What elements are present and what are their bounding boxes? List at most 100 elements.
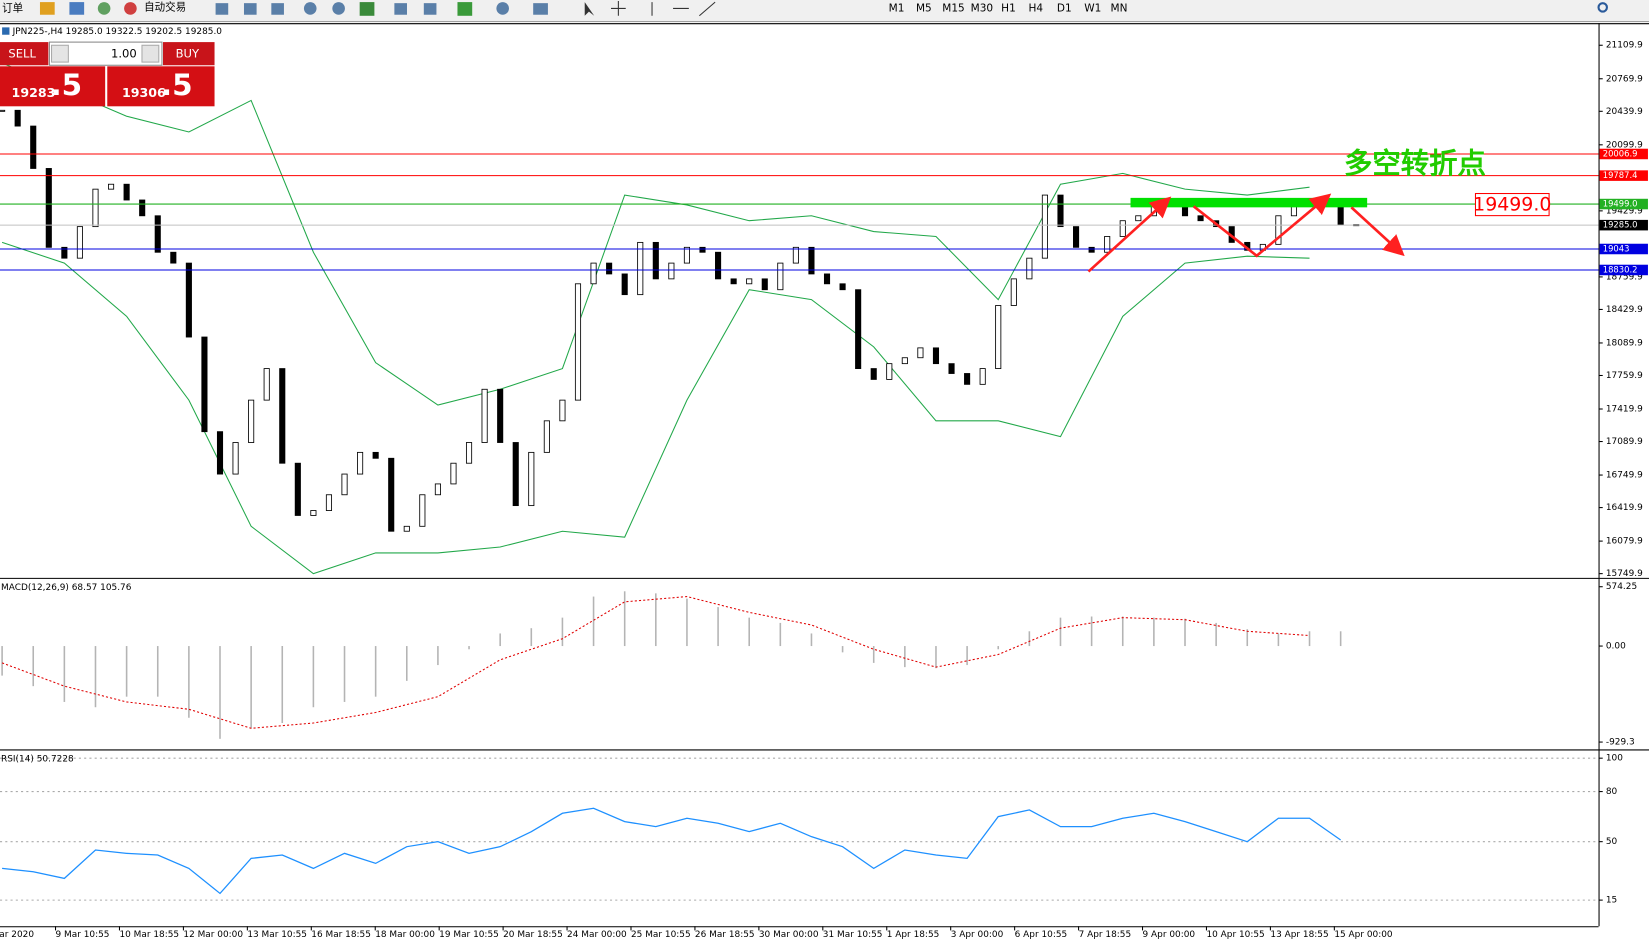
time-label: 1 Apr 18:55 [887, 930, 940, 940]
level-label-box [1599, 198, 1648, 210]
ask-box[interactable] [107, 66, 215, 107]
lot-value[interactable]: 1.00 [111, 47, 137, 61]
toolbar-icon[interactable] [533, 3, 548, 15]
timeframe-button[interactable]: M15 [942, 2, 964, 14]
toolbar-icon[interactable] [124, 2, 137, 15]
sell-label[interactable]: SELL [8, 47, 36, 61]
candle [1057, 194, 1064, 228]
buy-label[interactable]: BUY [176, 47, 200, 61]
indicator-title: RSI(14) 50.7228 [1, 754, 74, 764]
level-label-box [1599, 219, 1648, 231]
candle [761, 278, 768, 291]
candle [746, 278, 753, 285]
ask-price[interactable]: 19306 [122, 85, 166, 100]
time-label: 10 Mar 18:55 [119, 930, 179, 940]
toolbar-button[interactable]: 自动交易 [144, 0, 186, 13]
timeframe-button[interactable]: M30 [971, 2, 993, 14]
toolbar-button[interactable]: 订单 [2, 2, 23, 14]
candle [123, 183, 130, 201]
candle [61, 246, 68, 259]
toolbar-icons [215, 1, 1608, 17]
candle [325, 494, 333, 511]
time-label: 18 Mar 00:00 [375, 930, 435, 940]
lot-input[interactable] [48, 41, 163, 66]
toolbar-icon[interactable] [39, 2, 55, 15]
candle [170, 251, 177, 264]
candle [279, 368, 286, 464]
y-tick-label: 0.00 [1606, 642, 1626, 652]
bollinger-band [1, 62, 1310, 406]
candle [1119, 220, 1126, 237]
candle [465, 442, 473, 464]
candle [248, 399, 255, 443]
timeframe-button[interactable]: W1 [1084, 2, 1101, 14]
annotation-value: 19499.0 [1473, 194, 1551, 216]
toolbar-icon[interactable] [496, 2, 510, 15]
y-tick-label: 50 [1606, 837, 1618, 847]
timeframe-button[interactable]: M1 [889, 2, 905, 14]
toolbar-icon[interactable] [215, 3, 229, 15]
timeframe-button[interactable]: D1 [1057, 2, 1072, 14]
timeframe-button[interactable]: MN [1111, 2, 1128, 14]
y-tick-label: 16419.9 [1606, 503, 1643, 513]
bid-price[interactable]: 19283 [12, 85, 56, 100]
toolbar-icon[interactable] [243, 3, 257, 15]
toolbar-icon[interactable] [611, 1, 626, 16]
time-label: 16 Mar 18:55 [311, 930, 371, 940]
lot-down[interactable] [51, 44, 69, 63]
buy-button[interactable] [163, 42, 215, 66]
timeframe-button[interactable]: H4 [1029, 2, 1044, 14]
plot: 21109.9 20769.9 20439.9 20099.9 19429.9 18759… [0, 27, 1648, 940]
y-tick-label: -929.3 [1606, 738, 1635, 748]
toolbar-icon[interactable] [651, 1, 716, 17]
bid-fraction[interactable]: .5 [50, 68, 82, 102]
toolbar-icon[interactable] [394, 3, 407, 15]
toolbar-icon[interactable] [332, 2, 345, 15]
time-label: 12 Mar 00:00 [183, 930, 243, 940]
candle [606, 262, 613, 275]
search-icon[interactable] [1597, 2, 1608, 13]
candle [528, 451, 535, 507]
time-label: Mar 2020 [0, 930, 34, 940]
timeframe-button[interactable]: M5 [916, 2, 932, 14]
time-label: 19 Mar 10:55 [439, 930, 499, 940]
level-label-box [1599, 170, 1648, 181]
bid-box[interactable] [0, 66, 106, 107]
candle [341, 473, 348, 496]
toolbar-icon[interactable] [271, 3, 284, 15]
toolbar [0, 0, 1649, 22]
candle [1135, 215, 1142, 222]
toolbar-icon[interactable] [457, 2, 473, 16]
time-label: 25 Mar 10:55 [631, 930, 691, 940]
toolbar-icon[interactable] [303, 2, 317, 15]
y-tick-label: 21109.9 [1606, 41, 1643, 51]
candle [450, 462, 457, 485]
candle [590, 262, 597, 285]
sell-button[interactable] [0, 42, 49, 66]
toolbar-icon[interactable] [423, 3, 437, 15]
candle [139, 199, 146, 217]
arrow [1087, 196, 1172, 273]
time-label: 9 Mar 10:55 [56, 930, 110, 940]
level-label: 19043 [1603, 243, 1630, 253]
candle [699, 246, 706, 253]
candle [1197, 215, 1204, 222]
candle [45, 168, 52, 248]
timeframe-button[interactable]: H1 [1001, 2, 1016, 14]
toolbar-icon[interactable] [97, 2, 111, 15]
time-label: 20 Mar 18:55 [503, 930, 563, 940]
lot-up[interactable] [141, 44, 160, 63]
y-tick-label: 18429.9 [1606, 305, 1643, 315]
level-label-box [1599, 264, 1648, 276]
indicator-title: MACD(12,26,9) 68.57 105.76 [1, 583, 132, 593]
ask-fraction[interactable]: .5 [161, 68, 193, 102]
candle [870, 368, 877, 380]
toolbar-icon[interactable] [69, 2, 85, 15]
candle [216, 431, 224, 475]
candle [512, 442, 519, 507]
toolbar-icon[interactable] [359, 2, 375, 16]
candle [1010, 278, 1017, 306]
panel-frames [0, 23, 1649, 928]
highlight-bar [1130, 197, 1368, 208]
